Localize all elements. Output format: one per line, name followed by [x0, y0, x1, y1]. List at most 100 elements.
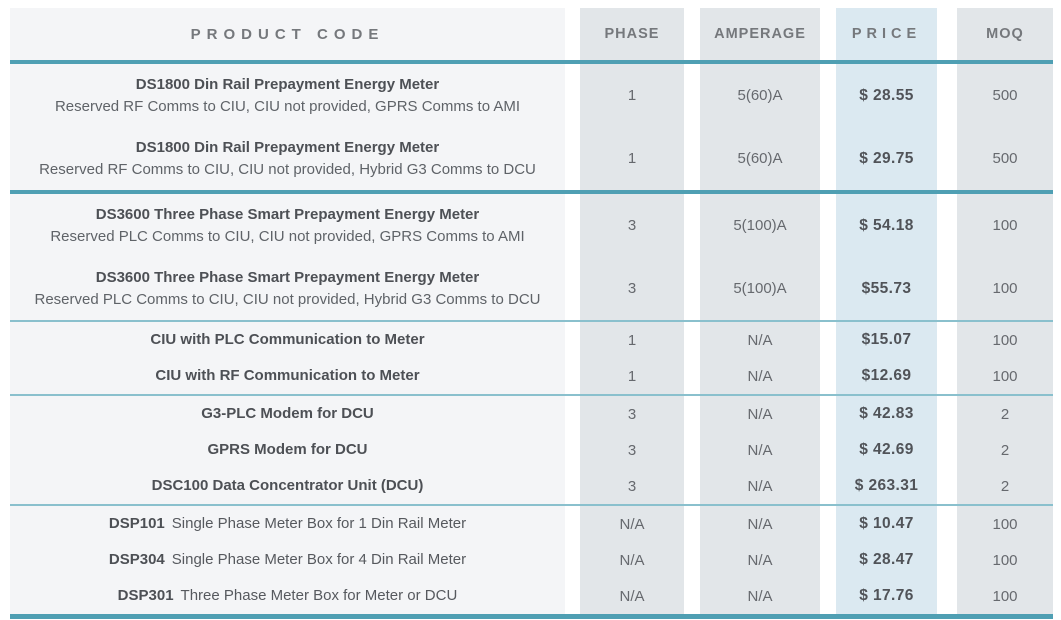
product-code-cell: CIU with PLC Communication to Meter — [10, 322, 565, 358]
price-value: $15.07 — [836, 322, 937, 358]
column-header-product-code: PRODUCT CODE — [10, 8, 565, 60]
moq-value: 2 — [957, 468, 1053, 504]
product-code-cell: DS3600 Three Phase Smart Prepayment Ener… — [10, 194, 565, 257]
product-code-text: G3-PLC Modem for DCU — [201, 405, 374, 423]
product-title: CIU with PLC Communication to Meter — [150, 329, 424, 351]
phase-value: 3 — [580, 432, 684, 468]
amperage-value: N/A — [700, 468, 820, 504]
price-value: $ 10.47 — [836, 506, 937, 542]
product-title: DS1800 Din Rail Prepayment Energy Meter — [136, 74, 439, 96]
price-value: $ 17.76 — [836, 578, 937, 614]
column-header-price: PRICE — [836, 8, 937, 60]
price-value: $ 42.83 — [836, 396, 937, 432]
amperage-value: N/A — [700, 322, 820, 358]
product-title: CIU with RF Communication to Meter — [155, 365, 419, 387]
table-row: DSC100 Data Concentrator Unit (DCU) 3 N/… — [10, 468, 1053, 504]
moq-value: 500 — [957, 127, 1053, 190]
product-title: DSP301 Three Phase Meter Box for Meter or… — [118, 585, 458, 607]
table-row: CIU with PLC Communication to Meter 1 N/… — [10, 322, 1053, 358]
product-code-cell: DS3600 Three Phase Smart Prepayment Ener… — [10, 257, 565, 320]
product-subtitle: Reserved PLC Comms to CIU, CIU not provi… — [50, 228, 525, 246]
product-code-cell: DSP301 Three Phase Meter Box for Meter or… — [10, 578, 565, 614]
amperage-value: N/A — [700, 506, 820, 542]
amperage-value: N/A — [700, 542, 820, 578]
product-subtitle: Reserved RF Comms to CIU, CIU not provid… — [54, 98, 521, 116]
column-header-amperage: AMPERAGE — [700, 8, 820, 60]
table-row: DSP101 Single Phase Meter Box for 1 Din R… — [10, 506, 1053, 542]
product-code-text: DSP304 — [108, 551, 165, 569]
amperage-value: N/A — [700, 358, 820, 394]
product-code-text: DS1800 Din Rail Prepayment Energy Meter — [135, 138, 440, 156]
product-title: DS1800 Din Rail Prepayment Energy Meter — [136, 137, 439, 159]
group-divider — [10, 320, 1053, 322]
phase-value: N/A — [580, 578, 684, 614]
group-divider — [10, 394, 1053, 396]
product-code-cell: CIU with RF Communication to Meter — [10, 358, 565, 394]
product-code-cell: DSP101 Single Phase Meter Box for 1 Din R… — [10, 506, 565, 542]
price-value: $ 42.69 — [836, 432, 937, 468]
product-code-cell: DSC100 Data Concentrator Unit (DCU) — [10, 468, 565, 504]
moq-value: 2 — [957, 432, 1053, 468]
product-code-cell: DS1800 Din Rail Prepayment Energy Meter … — [10, 64, 565, 127]
product-title: DSC100 Data Concentrator Unit (DCU) — [152, 475, 424, 497]
product-title: GPRS Modem for DCU — [207, 439, 367, 461]
price-value: $ 28.55 — [836, 64, 937, 127]
phase-value: 3 — [580, 194, 684, 257]
phase-value: 3 — [580, 396, 684, 432]
product-code-text: GPRS Modem for DCU — [207, 441, 368, 459]
phase-value: 1 — [580, 322, 684, 358]
group-divider — [10, 190, 1053, 194]
amperage-value: N/A — [700, 578, 820, 614]
product-title: DS3600 Three Phase Smart Prepayment Ener… — [96, 204, 480, 226]
table-row: DS3600 Three Phase Smart Prepayment Ener… — [10, 194, 1053, 257]
phase-value: 1 — [580, 64, 684, 127]
moq-value: 500 — [957, 64, 1053, 127]
product-name-text: Single Phase Meter Box for 1 Din Rail Me… — [171, 515, 467, 533]
table-header-row: PRODUCT CODE PHASE AMPERAGE PRICE MOQ — [10, 8, 1053, 60]
group-divider — [10, 504, 1053, 506]
phase-value: N/A — [580, 506, 684, 542]
product-title: DSP101 Single Phase Meter Box for 1 Din R… — [109, 513, 466, 535]
product-name-text: Three Phase Meter Box for Meter or DCU — [180, 587, 458, 605]
moq-value: 100 — [957, 506, 1053, 542]
product-code-cell: DS1800 Din Rail Prepayment Energy Meter … — [10, 127, 565, 190]
product-code-text: CIU with RF Communication to Meter — [155, 367, 420, 385]
product-code-text: DSP301 — [117, 587, 174, 605]
phase-value: 3 — [580, 257, 684, 320]
moq-value: 2 — [957, 396, 1053, 432]
product-code-text: DSP101 — [108, 515, 165, 533]
header-divider — [10, 60, 1053, 64]
amperage-value: 5(60)A — [700, 64, 820, 127]
product-subtitle: Reserved RF Comms to CIU, CIU not provid… — [39, 161, 536, 179]
table-row: DS1800 Din Rail Prepayment Energy Meter … — [10, 127, 1053, 190]
product-title: G3-PLC Modem for DCU — [201, 403, 374, 425]
product-name-text: Single Phase Meter Box for 4 Din Rail Me… — [171, 551, 467, 569]
moq-value: 100 — [957, 542, 1053, 578]
product-code-text: DS3600 Three Phase Smart Prepayment Ener… — [95, 205, 480, 223]
moq-value: 100 — [957, 322, 1053, 358]
moq-value: 100 — [957, 358, 1053, 394]
phase-value: 3 — [580, 468, 684, 504]
amperage-value: 5(100)A — [700, 194, 820, 257]
table-row: G3-PLC Modem for DCU 3 N/A $ 42.83 2 — [10, 396, 1053, 432]
moq-value: 100 — [957, 578, 1053, 614]
table-row: DS1800 Din Rail Prepayment Energy Meter … — [10, 64, 1053, 127]
amperage-value: 5(60)A — [700, 127, 820, 190]
table-row: GPRS Modem for DCU 3 N/A $ 42.69 2 — [10, 432, 1053, 468]
price-value: $12.69 — [836, 358, 937, 394]
price-value: $ 54.18 — [836, 194, 937, 257]
amperage-value: N/A — [700, 432, 820, 468]
price-value: $ 263.31 — [836, 468, 937, 504]
column-header-moq: MOQ — [957, 8, 1053, 60]
moq-value: 100 — [957, 194, 1053, 257]
product-subtitle: Reserved PLC Comms to CIU, CIU not provi… — [34, 291, 541, 309]
table-row: DSP301 Three Phase Meter Box for Meter or… — [10, 578, 1053, 614]
price-value: $ 29.75 — [836, 127, 937, 190]
product-code-text: DSC100 Data Concentrator Unit (DCU) — [151, 477, 424, 495]
phase-value: 1 — [580, 358, 684, 394]
price-value: $55.73 — [836, 257, 937, 320]
product-code-text: DS1800 Din Rail Prepayment Energy Meter — [135, 75, 440, 93]
product-title: DSP304 Single Phase Meter Box for 4 Din R… — [109, 549, 466, 571]
table-row: DS3600 Three Phase Smart Prepayment Ener… — [10, 257, 1053, 320]
